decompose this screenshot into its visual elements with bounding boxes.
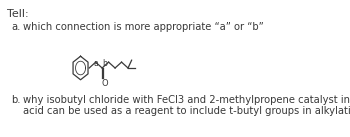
Text: which connection is more appropriate “a” or “b”: which connection is more appropriate “a”… [23, 22, 264, 32]
Text: a.: a. [12, 22, 21, 32]
Text: why isobutyl chloride with FeCl3 and 2-methylpropene catalyst in: why isobutyl chloride with FeCl3 and 2-m… [23, 95, 350, 105]
Text: acid can be used as a reagent to include t-butyl groups in alkylation.: acid can be used as a reagent to include… [23, 106, 350, 116]
Text: a: a [94, 59, 99, 68]
Text: Tell:: Tell: [7, 9, 29, 19]
Text: O: O [101, 79, 108, 88]
Text: b.: b. [12, 95, 21, 105]
Text: b: b [102, 59, 107, 68]
